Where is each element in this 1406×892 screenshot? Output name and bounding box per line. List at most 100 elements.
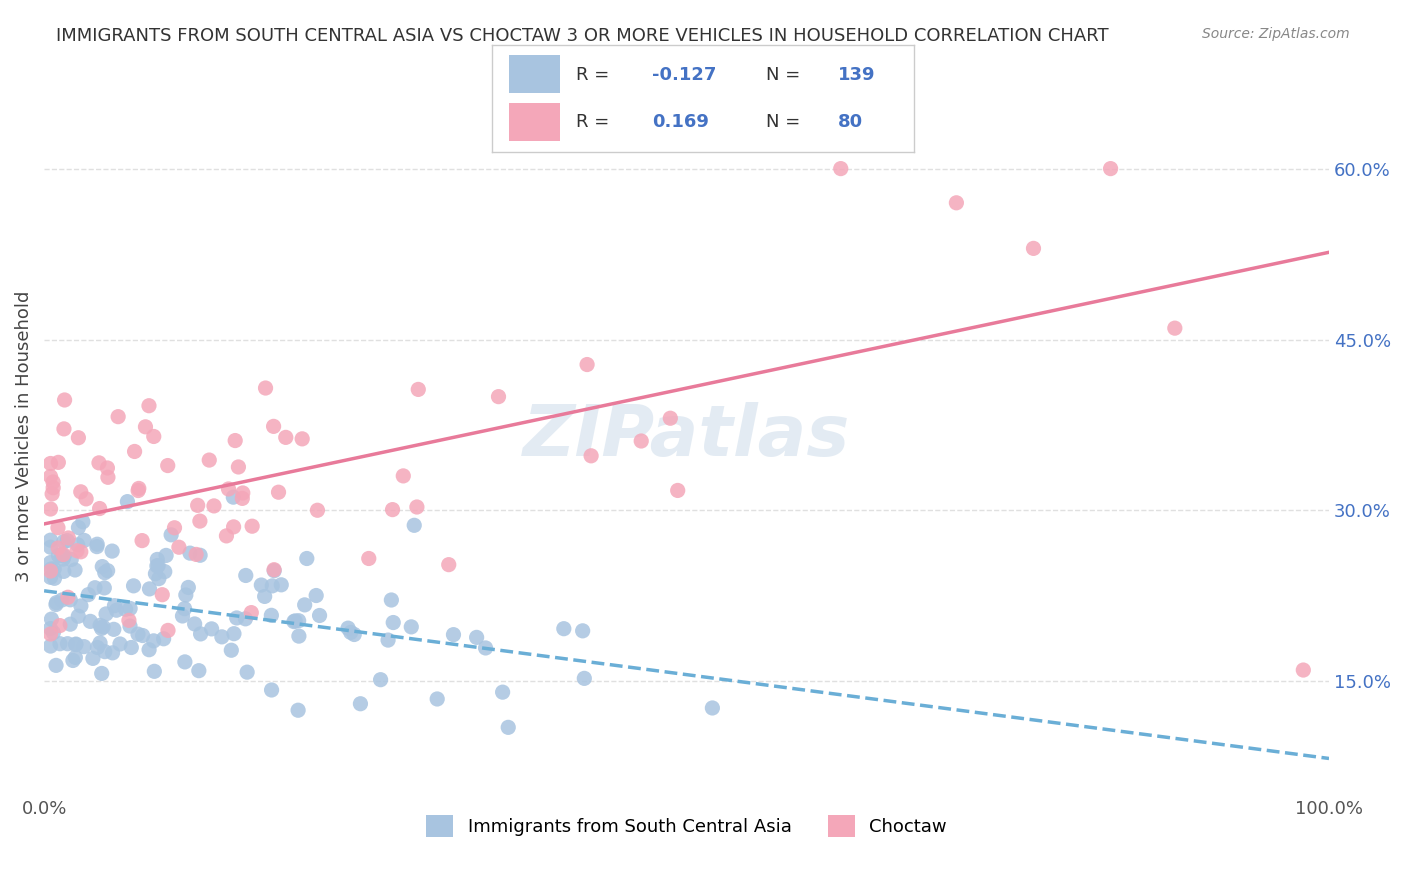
Choctaw [263, 563, 285, 577]
Choctaw [134, 420, 156, 434]
Immigrants from South Central Asia [172, 609, 194, 624]
Immigrants from South Central Asia [86, 640, 108, 655]
Immigrants from South Central Asia [89, 618, 111, 632]
Choctaw [42, 475, 65, 489]
Immigrants from South Central Asia [426, 692, 449, 706]
Immigrants from South Central Asia [39, 533, 62, 548]
Immigrants from South Central Asia [146, 558, 169, 573]
Choctaw [124, 444, 146, 458]
Choctaw [392, 469, 415, 483]
Text: Source: ZipAtlas.com: Source: ZipAtlas.com [1202, 27, 1350, 41]
Immigrants from South Central Asia [63, 563, 86, 577]
Choctaw [46, 541, 69, 555]
Immigrants from South Central Asia [84, 581, 107, 595]
Choctaw [307, 503, 329, 517]
Immigrants from South Central Asia [295, 551, 318, 566]
Immigrants from South Central Asia [337, 621, 360, 635]
Choctaw [406, 383, 429, 397]
Immigrants from South Central Asia [263, 564, 285, 578]
Immigrants from South Central Asia [101, 646, 124, 660]
Choctaw [42, 481, 65, 495]
Immigrants from South Central Asia [491, 685, 513, 699]
Choctaw [69, 545, 91, 559]
Immigrants from South Central Asia [571, 624, 593, 638]
Immigrants from South Central Asia [66, 538, 89, 552]
Text: IMMIGRANTS FROM SOUTH CENTRAL ASIA VS CHOCTAW 3 OR MORE VEHICLES IN HOUSEHOLD CO: IMMIGRANTS FROM SOUTH CENTRAL ASIA VS CH… [56, 27, 1109, 45]
Immigrants from South Central Asia [39, 570, 62, 584]
Immigrants from South Central Asia [127, 627, 149, 641]
Immigrants from South Central Asia [51, 548, 73, 562]
Choctaw [488, 390, 510, 404]
Immigrants from South Central Asia [377, 633, 399, 648]
Choctaw [69, 484, 91, 499]
Text: 139: 139 [838, 66, 876, 84]
Immigrants from South Central Asia [118, 619, 141, 633]
Bar [509, 103, 560, 141]
Immigrants from South Central Asia [221, 643, 243, 657]
Immigrants from South Central Asia [41, 612, 63, 626]
Immigrants from South Central Asia [236, 665, 259, 680]
Immigrants from South Central Asia [284, 614, 307, 628]
Immigrants from South Central Asia [294, 598, 316, 612]
Immigrants from South Central Asia [90, 621, 112, 635]
Immigrants from South Central Asia [465, 631, 488, 645]
Choctaw [187, 499, 209, 513]
Choctaw [39, 457, 62, 471]
Immigrants from South Central Asia [93, 581, 115, 595]
Immigrants from South Central Asia [222, 490, 245, 504]
Text: N =: N = [766, 66, 806, 84]
Choctaw [56, 591, 79, 605]
Choctaw [138, 399, 160, 413]
Immigrants from South Central Asia [45, 658, 67, 673]
Immigrants from South Central Asia [308, 608, 330, 623]
Immigrants from South Central Asia [287, 703, 309, 717]
Immigrants from South Central Asia [73, 640, 96, 654]
Immigrants from South Central Asia [250, 578, 273, 592]
Choctaw [53, 392, 76, 407]
Choctaw [232, 486, 254, 500]
Immigrants from South Central Asia [187, 664, 209, 678]
Immigrants from South Central Asia [97, 564, 120, 578]
Immigrants from South Central Asia [146, 558, 169, 573]
Immigrants from South Central Asia [42, 625, 65, 640]
Immigrants from South Central Asia [174, 588, 197, 602]
Immigrants from South Central Asia [153, 565, 176, 579]
Choctaw [188, 514, 211, 528]
Choctaw [52, 548, 75, 562]
Immigrants from South Central Asia [79, 615, 101, 629]
Choctaw [41, 487, 63, 501]
Immigrants from South Central Asia [260, 683, 283, 698]
Immigrants from South Central Asia [404, 518, 426, 533]
Immigrants from South Central Asia [148, 572, 170, 586]
Immigrants from South Central Asia [131, 628, 153, 642]
Immigrants from South Central Asia [105, 603, 128, 617]
Immigrants from South Central Asia [190, 627, 212, 641]
Immigrants from South Central Asia [39, 556, 62, 570]
Choctaw [630, 434, 652, 448]
Choctaw [254, 381, 277, 395]
Immigrants from South Central Asia [287, 614, 309, 628]
Choctaw [945, 195, 967, 210]
Text: -0.127: -0.127 [652, 66, 717, 84]
Immigrants from South Central Asia [65, 650, 87, 665]
Immigrants from South Central Asia [188, 548, 211, 562]
Immigrants from South Central Asia [262, 579, 284, 593]
Choctaw [228, 460, 250, 475]
Immigrants from South Central Asia [91, 559, 114, 574]
Immigrants from South Central Asia [94, 607, 117, 621]
Choctaw [224, 434, 246, 448]
Choctaw [579, 449, 602, 463]
Immigrants from South Central Asia [94, 645, 117, 659]
Text: R =: R = [576, 66, 616, 84]
Choctaw [215, 529, 238, 543]
Immigrants from South Central Asia [53, 549, 76, 564]
Choctaw [39, 469, 62, 483]
Choctaw [87, 456, 110, 470]
Immigrants from South Central Asia [101, 544, 124, 558]
Text: R =: R = [576, 112, 616, 130]
Choctaw [131, 533, 153, 548]
Immigrants from South Central Asia [56, 533, 79, 548]
Immigrants from South Central Asia [67, 609, 90, 624]
Choctaw [291, 432, 314, 446]
Immigrants from South Central Asia [59, 617, 82, 632]
